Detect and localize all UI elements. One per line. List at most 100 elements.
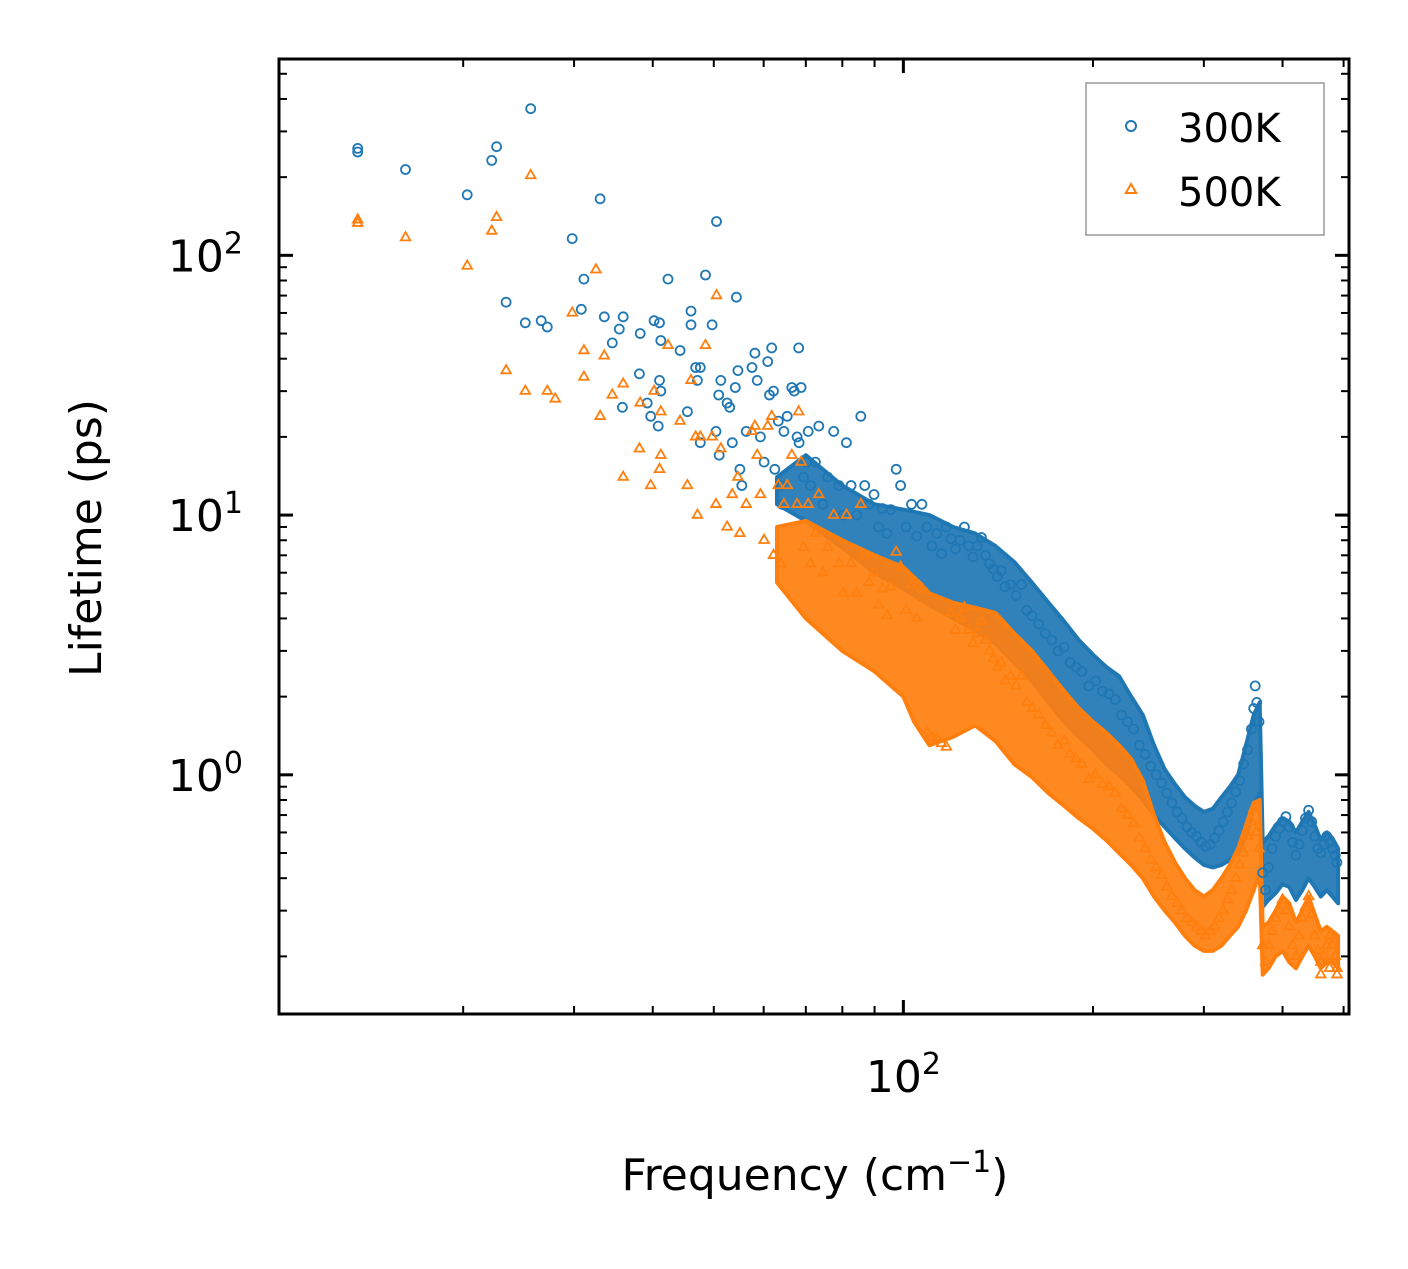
point-300k bbox=[950, 543, 961, 555]
point-300k bbox=[655, 335, 667, 346]
point-500k bbox=[1323, 928, 1336, 940]
point-300k bbox=[1109, 694, 1121, 705]
point-300k bbox=[1058, 641, 1070, 653]
point-300k bbox=[838, 509, 849, 521]
point-500k bbox=[970, 626, 984, 638]
point-500k bbox=[1282, 919, 1296, 931]
point-300k bbox=[1222, 806, 1233, 818]
point-500k bbox=[1216, 903, 1230, 915]
point-300k bbox=[936, 548, 947, 560]
point-300k bbox=[1248, 703, 1260, 714]
point-500k bbox=[1269, 911, 1282, 923]
point-500k bbox=[962, 623, 976, 634]
point-300k bbox=[685, 319, 697, 331]
point-500k bbox=[1233, 857, 1247, 869]
point-500k bbox=[1305, 907, 1319, 919]
point-500k bbox=[699, 338, 712, 350]
point-500k bbox=[1237, 845, 1251, 857]
point-300k bbox=[1150, 769, 1162, 781]
point-300k bbox=[1005, 579, 1016, 590]
point-500k bbox=[593, 409, 607, 420]
legend-label-300k: 300K bbox=[1178, 106, 1282, 152]
point-300k bbox=[954, 534, 966, 546]
point-300k bbox=[525, 103, 537, 115]
point-500k bbox=[1262, 938, 1275, 950]
point-300k bbox=[535, 315, 547, 327]
point-300k bbox=[1156, 777, 1167, 789]
point-500k bbox=[720, 519, 734, 531]
point-300k bbox=[921, 521, 933, 533]
point-300k bbox=[1226, 797, 1237, 809]
point-500k bbox=[1069, 751, 1083, 763]
point-300k bbox=[566, 233, 578, 245]
point-300k bbox=[461, 189, 473, 201]
point-500k bbox=[809, 526, 822, 538]
point-300k bbox=[959, 521, 970, 533]
legend-marker-300k bbox=[1125, 120, 1137, 132]
point-300k bbox=[674, 345, 686, 356]
point-500k bbox=[850, 585, 864, 597]
point-500k bbox=[840, 507, 853, 519]
point-300k bbox=[895, 480, 906, 491]
point-500k bbox=[1328, 949, 1342, 961]
point-500k bbox=[1299, 899, 1312, 911]
point-300k bbox=[999, 581, 1011, 593]
point-300k bbox=[805, 480, 816, 491]
point-300k bbox=[613, 323, 625, 335]
point-300k bbox=[634, 368, 645, 380]
point-300k bbox=[400, 164, 411, 175]
point-300k bbox=[654, 374, 665, 386]
point-300k bbox=[746, 362, 758, 373]
point-500k bbox=[647, 383, 661, 395]
point-300k bbox=[700, 269, 711, 281]
point-300k bbox=[1090, 675, 1102, 687]
point-500k bbox=[1225, 882, 1238, 894]
point-500k bbox=[691, 507, 704, 519]
point-500k bbox=[958, 600, 971, 612]
point-500k bbox=[862, 575, 876, 587]
point-500k bbox=[1063, 746, 1077, 758]
point-300k bbox=[967, 551, 979, 563]
point-500k bbox=[761, 418, 775, 430]
point-300k bbox=[802, 425, 814, 437]
point-300k bbox=[1016, 579, 1027, 590]
point-300k bbox=[1039, 628, 1051, 639]
point-500k bbox=[490, 210, 503, 222]
point-300k bbox=[817, 498, 829, 510]
legend-box bbox=[1085, 82, 1325, 236]
axis-ticks bbox=[279, 59, 1349, 1014]
point-500k bbox=[1165, 889, 1179, 901]
point-300k bbox=[617, 311, 629, 323]
point-500k bbox=[910, 611, 924, 623]
point-300k bbox=[352, 142, 364, 154]
point-500k bbox=[1286, 938, 1299, 950]
point-500k bbox=[1121, 807, 1134, 819]
point-500k bbox=[827, 507, 841, 519]
point-300k bbox=[775, 480, 787, 491]
point-300k bbox=[578, 273, 590, 285]
point-500k bbox=[605, 387, 619, 399]
point-300k bbox=[868, 489, 880, 500]
point-300k bbox=[911, 530, 923, 542]
point-300k bbox=[851, 509, 863, 521]
point-500k bbox=[1314, 967, 1328, 979]
point-300k bbox=[682, 406, 693, 418]
point-500k bbox=[949, 623, 962, 634]
point-300k bbox=[810, 456, 821, 468]
point-500k bbox=[745, 424, 759, 436]
point-500k bbox=[681, 478, 694, 490]
point-300k bbox=[519, 317, 531, 329]
point-300k bbox=[793, 437, 805, 449]
point-500k bbox=[1330, 967, 1344, 979]
point-500k bbox=[1302, 889, 1315, 901]
point-300k bbox=[1238, 758, 1250, 770]
point-500k bbox=[983, 643, 996, 655]
point-500k bbox=[725, 487, 739, 499]
point-500k bbox=[1208, 919, 1221, 931]
point-300k bbox=[906, 498, 917, 510]
point-500k bbox=[777, 497, 791, 508]
point-300k bbox=[768, 385, 779, 397]
point-300k bbox=[980, 549, 991, 561]
point-500k bbox=[1289, 949, 1303, 961]
point-300k bbox=[822, 471, 833, 483]
